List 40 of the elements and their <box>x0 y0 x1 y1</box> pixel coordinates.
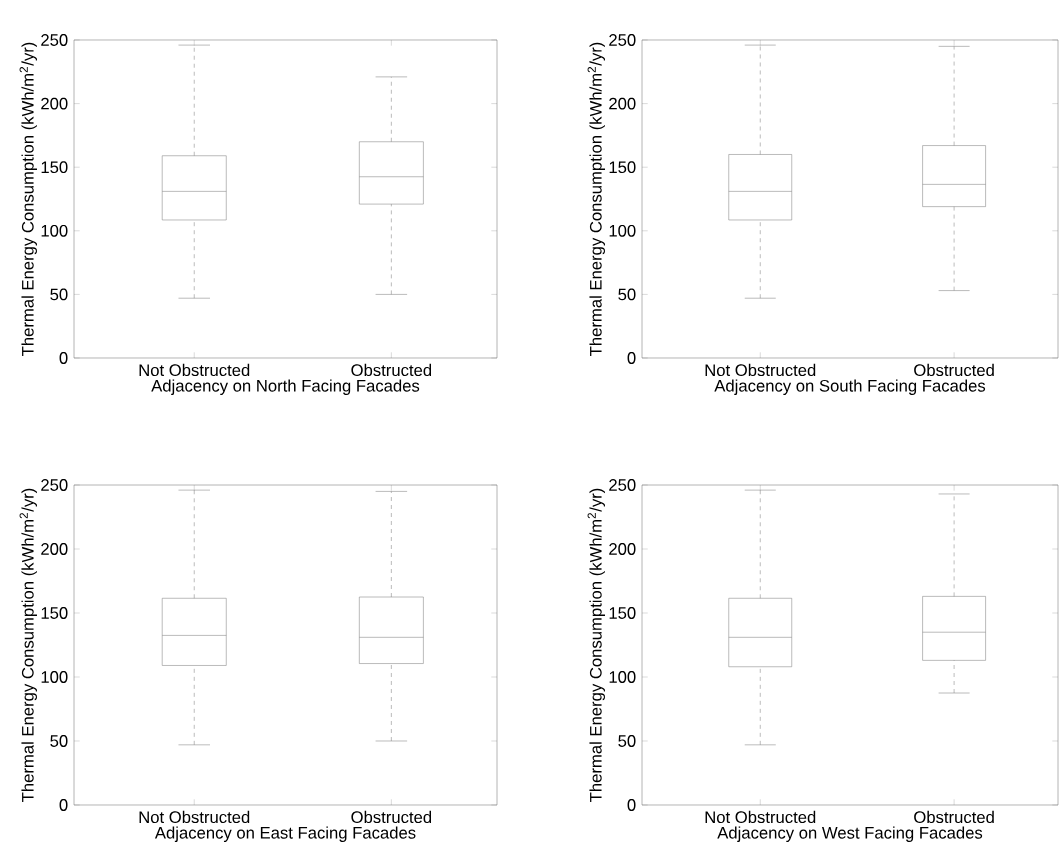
x-tick-label: Not Obstructed <box>139 810 250 824</box>
y-tick-label: 50 <box>618 288 636 301</box>
y-tick-label: 0 <box>59 352 68 364</box>
y-tick-label: 100 <box>41 671 68 683</box>
y-tick-label: 250 <box>41 34 68 46</box>
y-tick-label: 200 <box>609 543 636 555</box>
y-tick-label: 150 <box>609 607 636 619</box>
y-tick-label: 200 <box>41 97 68 110</box>
y-axis-title: Thermal Energy Consumption (kWh/m$^{2}$/yr) <box>19 488 37 802</box>
y-axis-title: Thermal Energy Consumption (kWh/m$^{2}$/yr) <box>587 42 605 356</box>
y-tick-label: 250 <box>609 34 636 46</box>
x-tick-label: Obstructed <box>914 810 994 824</box>
y-tick-label: 200 <box>41 543 68 555</box>
y-tick-label: 50 <box>618 735 636 747</box>
y-tick-label: 200 <box>609 97 636 110</box>
y-tick-label: 250 <box>609 479 636 491</box>
y-tick-label: 0 <box>59 799 68 811</box>
y-tick-label: 0 <box>627 799 636 811</box>
x-axis-title: Adjacency on South Facing Facades <box>714 379 986 395</box>
y-tick-label: 150 <box>41 161 68 174</box>
y-axis-title: Thermal Energy Consumption (kWh/m$^{2}$/yr) <box>587 488 605 802</box>
x-tick-label: Not Obstructed <box>705 810 816 824</box>
y-tick-label: 150 <box>609 161 636 174</box>
y-tick-label: 100 <box>609 671 636 683</box>
x-tick-label: Obstructed <box>914 363 994 377</box>
y-tick-label: 0 <box>627 352 636 364</box>
x-axis-title: Adjacency on West Facing Facades <box>717 826 983 842</box>
x-tick-label: Obstructed <box>351 810 432 824</box>
y-tick-label: 50 <box>50 288 68 301</box>
x-tick-label: Not Obstructed <box>139 363 250 377</box>
y-axis-title: Thermal Energy Consumption (kWh/m$^{2}$/yr) <box>19 42 37 356</box>
y-tick-label: 150 <box>41 607 68 619</box>
y-tick-label: 100 <box>609 224 636 237</box>
x-axis-title: Adjacency on East Facing Facades <box>154 826 416 842</box>
x-axis-title: Adjacency on North Facing Facades <box>151 379 420 395</box>
x-tick-label: Not Obstructed <box>705 363 816 377</box>
y-tick-label: 100 <box>41 224 68 237</box>
y-tick-label: 50 <box>50 735 68 747</box>
x-tick-label: Obstructed <box>351 363 432 377</box>
y-tick-label: 250 <box>41 479 68 491</box>
